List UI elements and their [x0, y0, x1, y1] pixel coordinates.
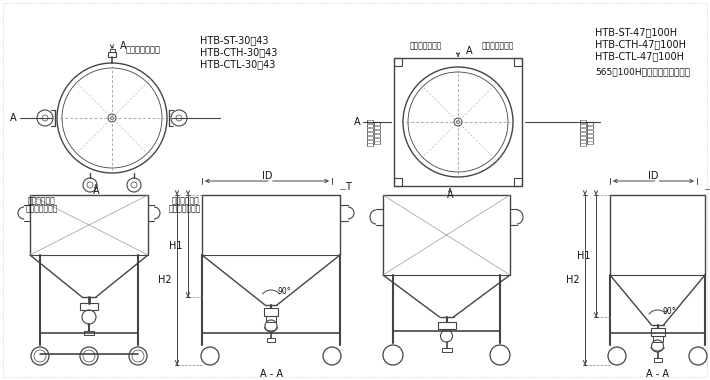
Bar — [264, 308, 278, 316]
Text: ストッパー付: ストッパー付 — [171, 196, 199, 206]
Text: H2: H2 — [158, 275, 172, 285]
Bar — [394, 58, 522, 186]
Text: A - A: A - A — [646, 369, 669, 379]
Text: HTB-ST-30～43: HTB-ST-30～43 — [200, 35, 268, 45]
Text: A: A — [447, 190, 453, 200]
Text: HTB-CTH-47～100H: HTB-CTH-47～100H — [595, 39, 686, 49]
Text: HTB-CTL-30～43: HTB-CTL-30～43 — [200, 59, 275, 69]
Text: A: A — [466, 46, 473, 56]
Text: HTB-ST-47～100H: HTB-ST-47～100H — [595, 27, 677, 37]
Bar — [653, 358, 662, 362]
Text: H2: H2 — [567, 275, 580, 285]
Text: A: A — [93, 186, 99, 196]
Text: 自在キャスター: 自在キャスター — [126, 46, 161, 54]
Text: 自在キャスター: 自在キャスター — [169, 204, 201, 214]
Text: HTB-CTH-30～43: HTB-CTH-30～43 — [200, 47, 278, 57]
Bar — [514, 178, 522, 186]
Bar — [514, 58, 522, 66]
Bar — [650, 328, 665, 336]
Text: 固定キャスター: 固定キャスター — [482, 41, 514, 51]
Text: A: A — [354, 117, 361, 127]
Text: ストッパー付: ストッパー付 — [586, 120, 594, 144]
Text: H1: H1 — [577, 251, 591, 261]
Text: ストッパー付: ストッパー付 — [373, 120, 381, 144]
Bar — [108, 52, 116, 57]
Bar — [652, 336, 662, 342]
Text: 90°: 90° — [662, 307, 676, 315]
Text: ID: ID — [648, 171, 659, 181]
Text: A: A — [11, 113, 17, 123]
Text: 90°: 90° — [277, 287, 290, 296]
Bar — [394, 178, 402, 186]
Text: 自在キャスター: 自在キャスター — [366, 118, 373, 146]
Bar — [109, 49, 114, 52]
Bar — [84, 331, 94, 335]
Bar — [266, 316, 276, 322]
Bar — [394, 58, 402, 66]
Bar — [80, 303, 98, 310]
Text: A - A: A - A — [259, 369, 283, 379]
Text: 565～100Hサイズは取っ手無し: 565～100Hサイズは取っ手無し — [595, 68, 690, 76]
Text: T: T — [345, 182, 351, 192]
Text: ID: ID — [262, 171, 272, 181]
Text: 固定キャスター: 固定キャスター — [410, 41, 442, 51]
Bar — [267, 338, 275, 342]
Text: 自在キャスター: 自在キャスター — [579, 118, 586, 146]
Text: H1: H1 — [170, 241, 183, 251]
Text: ストッパー付: ストッパー付 — [28, 196, 56, 206]
Bar — [437, 322, 456, 329]
Bar — [442, 348, 452, 352]
Text: HTB-CTL-47～100H: HTB-CTL-47～100H — [595, 51, 684, 61]
Text: 自在キャスター: 自在キャスター — [26, 204, 58, 214]
Text: A: A — [120, 41, 126, 51]
